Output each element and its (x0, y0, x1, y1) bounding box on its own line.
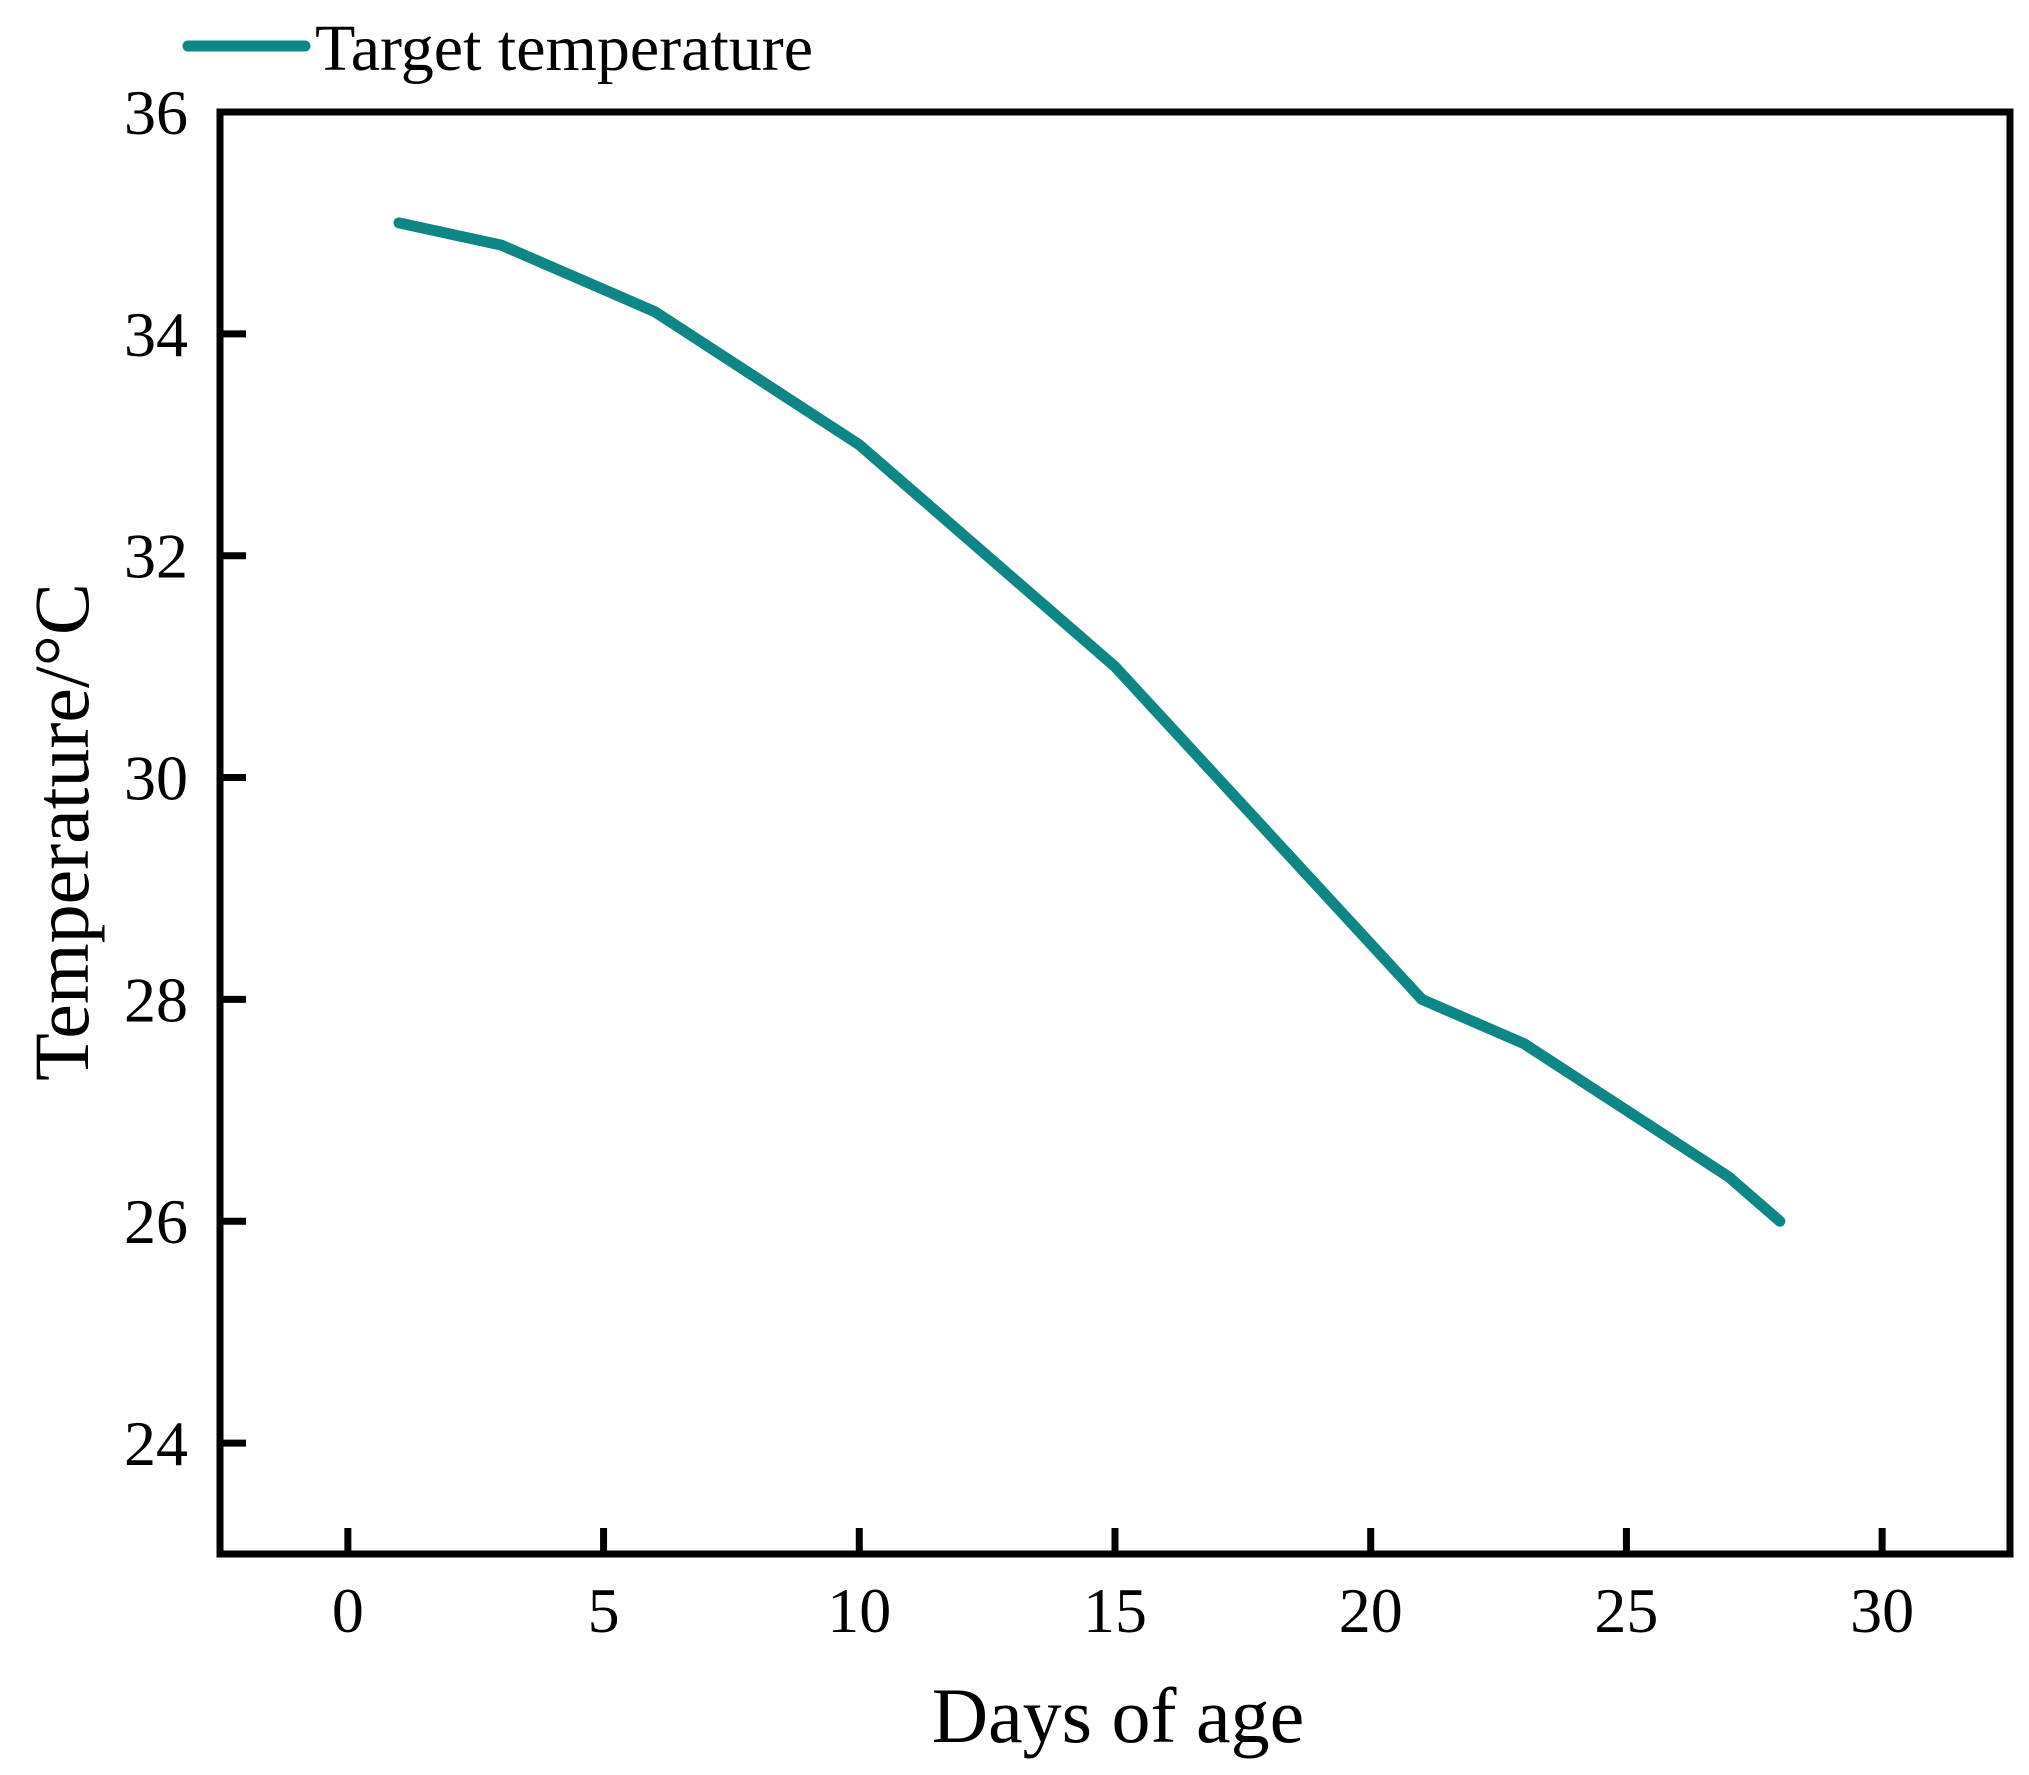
y-tick-label: 28 (124, 964, 188, 1035)
legend-label: Target temperature (315, 12, 813, 85)
target-temperature-line (393, 217, 1786, 1227)
x-tick-label: 0 (332, 1575, 364, 1646)
y-axis-tick-labels: 24 26 28 30 32 34 36 (124, 77, 188, 1479)
x-tick-label: 20 (1339, 1575, 1403, 1646)
y-tick-label: 32 (124, 521, 188, 592)
x-axis-tick-labels: 0 5 10 15 20 25 30 (332, 1575, 1914, 1646)
y-axis-ticks (220, 108, 246, 1447)
y-tick-label: 26 (124, 1186, 188, 1257)
y-tick-label: 36 (124, 77, 188, 148)
y-tick-label: 24 (124, 1408, 188, 1479)
x-tick-label: 5 (588, 1575, 620, 1646)
legend: Target temperature (182, 12, 813, 85)
y-axis-title: Temperature/°C (18, 583, 105, 1081)
plot-frame (216, 108, 2014, 1558)
x-tick-label: 15 (1083, 1575, 1147, 1646)
x-tick-label: 10 (827, 1575, 891, 1646)
y-tick-label: 30 (124, 743, 188, 814)
x-tick-label: 25 (1594, 1575, 1658, 1646)
x-axis-ticks (344, 1528, 1886, 1554)
x-axis-title: Days of age (932, 1672, 1305, 1759)
y-tick-label: 34 (124, 299, 188, 370)
x-tick-label: 30 (1850, 1575, 1914, 1646)
